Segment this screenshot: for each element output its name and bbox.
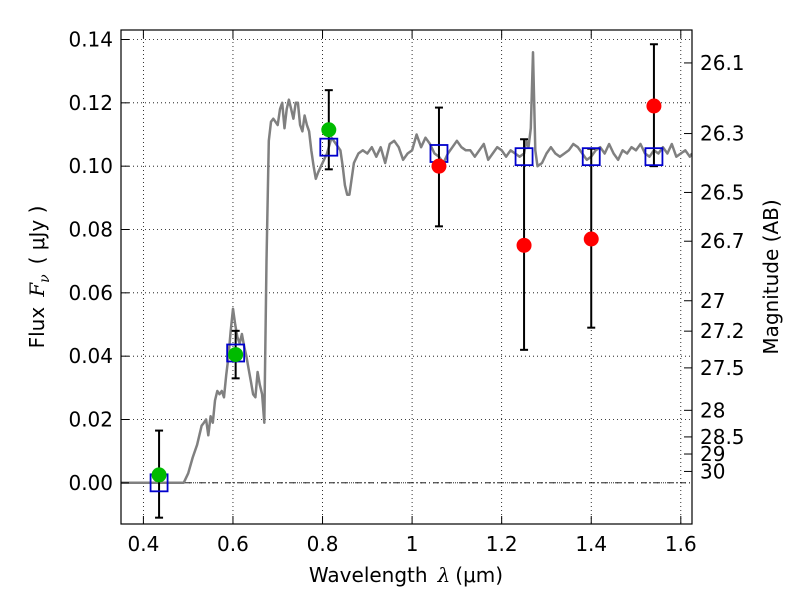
y2-axis-label: Magnitude (AB) xyxy=(759,199,783,354)
model-square-marker xyxy=(644,147,664,167)
y-tick-label: 0.04 xyxy=(68,344,113,368)
model-square-marker xyxy=(581,147,601,167)
observed-circle-marker xyxy=(151,467,167,483)
observed-circle-marker xyxy=(321,122,337,138)
plot-frame xyxy=(120,29,693,525)
y-axis-label: FluxFν( μJy ) xyxy=(25,206,53,349)
x-tick-label: 1 xyxy=(406,532,419,556)
y2-tick-label: 29 xyxy=(700,442,725,466)
y2-tick-label: 27.5 xyxy=(700,356,745,380)
x-tick-label: 1.2 xyxy=(486,532,518,556)
y-tick-label: 0.14 xyxy=(68,28,113,52)
y-tick-label: 0.02 xyxy=(68,408,113,432)
y-tick-label: 0.00 xyxy=(68,471,113,495)
observed-circle-marker xyxy=(646,98,662,114)
y-tick-label: 0.08 xyxy=(68,218,113,242)
y2-tick-label: 26.7 xyxy=(700,229,745,253)
model-square-marker xyxy=(319,137,339,157)
y2-tick-label: 26.5 xyxy=(700,180,745,204)
y-tick-label: 0.10 xyxy=(68,154,113,178)
model-photometry-squares xyxy=(149,137,664,493)
grid-lines xyxy=(121,30,692,524)
observed-circle-marker xyxy=(431,158,447,174)
model-spectrum-line xyxy=(121,50,692,485)
y-axis-ticks: 0.00 0.02 0.04 0.06 0.08 0.10 0.12 0.14 xyxy=(68,28,129,495)
y2-tick-label: 28.5 xyxy=(700,425,745,449)
observed-circle-marker xyxy=(583,231,599,247)
observed-photometry-points xyxy=(151,98,662,483)
y2-tick-label: 27.2 xyxy=(700,319,745,343)
x-tick-label: 0.4 xyxy=(127,532,159,556)
x-tick-label: 1.4 xyxy=(575,532,607,556)
y2-tick-label: 28 xyxy=(700,398,725,422)
x-tick-label: 1.6 xyxy=(665,532,697,556)
model-square-marker xyxy=(514,147,534,167)
plot-area xyxy=(121,43,692,519)
x-tick-label: 0.6 xyxy=(217,532,249,556)
x-tick-label: 0.8 xyxy=(307,532,339,556)
x-axis-ticks: 0.4 0.6 0.8 1 1.2 1.4 1.6 xyxy=(127,30,697,556)
x-axis-label: Wavelength λ (μm) xyxy=(309,563,503,587)
y2-tick-label: 27 xyxy=(700,289,725,313)
y2-tick-label: 26.1 xyxy=(700,51,745,75)
observed-circle-marker xyxy=(228,347,244,363)
error-bars xyxy=(155,43,658,519)
y-tick-label: 0.12 xyxy=(68,91,113,115)
y2-tick-label: 30 xyxy=(700,459,725,483)
y-tick-label: 0.06 xyxy=(68,281,113,305)
y2-tick-label: 26.3 xyxy=(700,122,745,146)
observed-circle-marker xyxy=(516,237,532,253)
